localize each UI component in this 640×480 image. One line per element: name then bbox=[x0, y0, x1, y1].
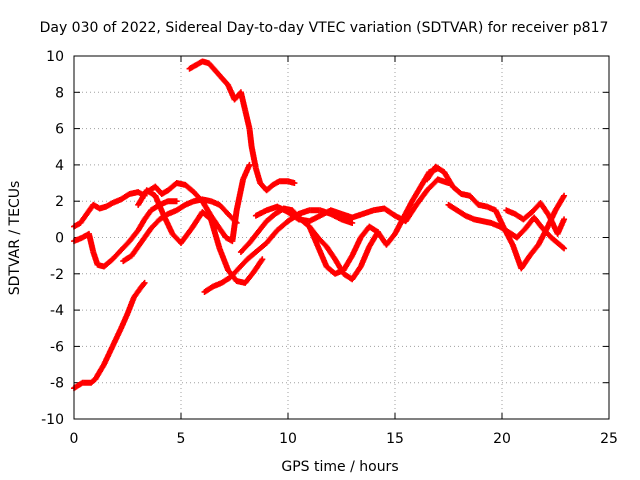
y-tick-label: -8 bbox=[50, 376, 64, 392]
chart-title: Day 030 of 2022, Sidereal Day-to-day VTE… bbox=[40, 20, 609, 36]
series-trail bbox=[144, 163, 252, 244]
series-trail bbox=[187, 58, 297, 193]
x-tick-label: 25 bbox=[600, 431, 618, 447]
y-tick-label: -10 bbox=[41, 412, 64, 428]
series-sat-a bbox=[71, 279, 148, 392]
y-axis-label: SDTVAR / TECUs bbox=[7, 181, 23, 296]
y-tick-label: 8 bbox=[55, 85, 64, 101]
grid-lines bbox=[74, 56, 609, 419]
series-trail bbox=[307, 166, 440, 277]
series-trail bbox=[446, 202, 566, 251]
series-sat-d bbox=[120, 196, 240, 265]
series-sat-f bbox=[143, 161, 253, 245]
series-trail bbox=[424, 164, 567, 271]
series-trail bbox=[72, 280, 147, 391]
x-tick-label: 5 bbox=[177, 431, 186, 447]
series-sat-n bbox=[503, 200, 568, 237]
x-tick-label: 0 bbox=[70, 431, 79, 447]
x-tick-label: 15 bbox=[386, 431, 404, 447]
series-sat-k bbox=[306, 165, 441, 277]
y-tick-label: 2 bbox=[55, 194, 64, 210]
plot-frame bbox=[73, 55, 610, 420]
axis-ticks: 0 5 10 15 20 25 -10 -8 -6 -4 -2 0 2 4 6 8 10 bbox=[41, 49, 618, 447]
y-tick-label: 4 bbox=[55, 158, 64, 174]
series-sat-b bbox=[71, 189, 148, 230]
series-trail bbox=[254, 176, 451, 224]
x-tick-label: 20 bbox=[493, 431, 511, 447]
data-points bbox=[71, 58, 568, 392]
y-tick-label: 0 bbox=[55, 231, 64, 247]
series-sat-m bbox=[445, 201, 568, 252]
y-tick-label: -6 bbox=[50, 339, 64, 355]
series-trail bbox=[504, 201, 567, 236]
y-tick-label: -2 bbox=[50, 267, 64, 283]
series-sat-g bbox=[186, 58, 298, 194]
series-sat-j bbox=[252, 176, 452, 225]
y-tick-label: 6 bbox=[55, 122, 64, 138]
series-trail bbox=[72, 189, 147, 229]
y-tick-label: 10 bbox=[46, 49, 64, 65]
x-tick-label: 10 bbox=[279, 431, 297, 447]
series-trail bbox=[121, 196, 239, 264]
x-axis-label: GPS time / hours bbox=[281, 459, 398, 475]
y-tick-label: -4 bbox=[50, 303, 64, 319]
